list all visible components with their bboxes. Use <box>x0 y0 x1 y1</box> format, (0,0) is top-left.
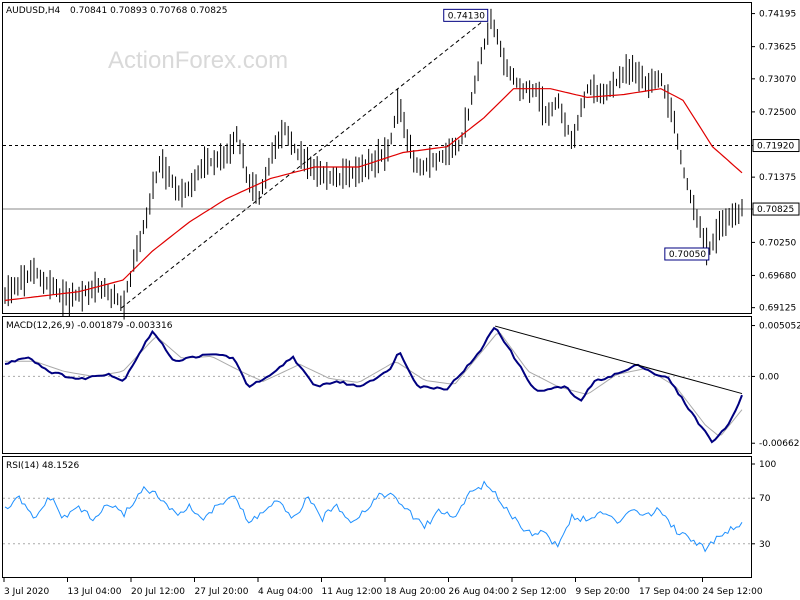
rsi-tick-label: 70 <box>759 494 771 504</box>
price-tick-label: 0.73070 <box>759 75 796 85</box>
macd-trendline <box>494 325 743 395</box>
price-annotation-box <box>443 8 489 22</box>
macd-tick-label: -0.006629 <box>759 439 800 449</box>
price-level-box <box>752 202 800 216</box>
price-tick-label: 0.69125 <box>759 304 796 314</box>
x-tick-label: 27 Jul 20:00 <box>195 587 249 597</box>
x-tick-label: 18 Aug 20:00 <box>385 587 446 597</box>
macd-layer <box>3 325 751 444</box>
axis-layer: 0.74195 0.73625 0.73070 0.72500 0.71920 0.713… <box>3 10 800 597</box>
price-annotation-label: 0.70050 <box>669 250 706 260</box>
x-tick-label: 26 Aug 04:00 <box>449 587 510 597</box>
price-annotation-box <box>664 247 710 261</box>
watermark: ActionForex.com <box>108 47 288 74</box>
macd-line <box>4 326 743 444</box>
price-level-label: 0.70825 <box>757 205 794 215</box>
macd-tick-label: 0.00 <box>759 372 779 382</box>
x-tick-label: 2 Sep 12:00 <box>512 587 567 597</box>
x-tick-label: 17 Sep 04:00 <box>639 587 699 597</box>
x-tick-label: 3 Jul 2020 <box>4 587 49 597</box>
rsi-tick-label: 100 <box>759 460 776 470</box>
price-tick-label: 0.69680 <box>759 271 796 281</box>
macd-title: MACD(12,26,9) -0.001879 -0.003316 <box>6 321 173 331</box>
price-tick-label: 0.70250 <box>759 238 796 248</box>
moving-average-line <box>4 88 743 301</box>
macd-panel <box>2 316 752 454</box>
price-level-box <box>752 139 800 153</box>
x-tick-label: 24 Sep 12:00 <box>703 587 763 597</box>
price-tick-label: 0.71375 <box>759 173 796 183</box>
price-tick-label: 0.74195 <box>759 10 796 20</box>
x-tick-label: 20 Jul 12:00 <box>131 587 185 597</box>
price-tick-label: 0.73625 <box>759 43 796 53</box>
macd-signal-line <box>5 332 743 436</box>
rsi-layer <box>3 480 751 553</box>
price-header-symbol: AUDUSD,H4 <box>6 6 61 16</box>
price-panel <box>2 2 752 314</box>
price-tick-label: 0.72500 <box>759 108 796 118</box>
x-tick-label: 13 Jul 04:00 <box>68 587 122 597</box>
price-level-label: 0.71920 <box>757 142 794 152</box>
rsi-title: RSI(14) 48.1526 <box>6 461 79 471</box>
rsi-panel <box>2 456 752 578</box>
x-tick-label: 11 Aug 12:00 <box>322 587 383 597</box>
x-tick-label: 4 Aug 04:00 <box>258 587 313 597</box>
macd-tick-label: 0.005052 <box>759 322 800 332</box>
rsi-tick-label: 30 <box>759 540 771 550</box>
x-tick-label: 9 Sep 20:00 <box>576 587 631 597</box>
rsi-line <box>4 480 743 553</box>
price-annotation-label: 0.74130 <box>448 11 485 21</box>
price-layer: 0.74130 0.70050 <box>3 8 751 320</box>
price-header-ohlc: 0.70841 0.70893 0.70768 0.70825 <box>70 6 227 16</box>
